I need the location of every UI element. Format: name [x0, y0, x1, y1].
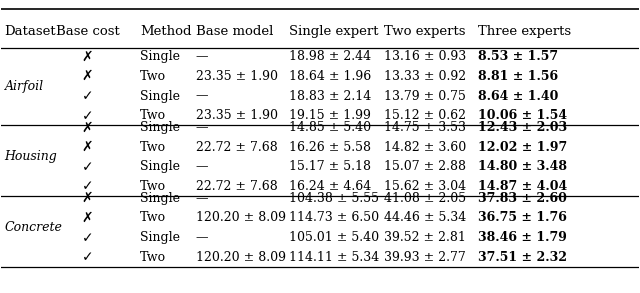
- Text: 15.62 ± 3.04: 15.62 ± 3.04: [384, 180, 466, 193]
- Text: Airfoil: Airfoil: [4, 80, 44, 93]
- Text: 14.85 ± 5.40: 14.85 ± 5.40: [289, 121, 372, 134]
- Text: Two experts: Two experts: [384, 25, 465, 38]
- Text: Method: Method: [140, 25, 192, 38]
- Text: 120.20 ± 8.09: 120.20 ± 8.09: [196, 251, 285, 264]
- Text: 16.26 ± 5.58: 16.26 ± 5.58: [289, 141, 371, 154]
- Text: Concrete: Concrete: [4, 221, 63, 234]
- Text: Single: Single: [140, 192, 180, 205]
- Text: ✗: ✗: [82, 120, 93, 134]
- Text: Single: Single: [140, 50, 180, 63]
- Text: ✓: ✓: [82, 251, 93, 265]
- Text: 37.83 ± 2.60: 37.83 ± 2.60: [478, 192, 567, 205]
- Text: 23.35 ± 1.90: 23.35 ± 1.90: [196, 109, 278, 122]
- Text: Dataset: Dataset: [4, 25, 56, 38]
- Text: 14.80 ± 3.48: 14.80 ± 3.48: [478, 160, 567, 173]
- Text: ✓: ✓: [82, 89, 93, 103]
- Text: ✗: ✗: [82, 50, 93, 64]
- Text: 16.24 ± 4.64: 16.24 ± 4.64: [289, 180, 372, 193]
- Text: ✗: ✗: [82, 211, 93, 225]
- Text: 13.16 ± 0.93: 13.16 ± 0.93: [384, 50, 466, 63]
- Text: 38.46 ± 1.79: 38.46 ± 1.79: [478, 231, 567, 244]
- Text: 44.46 ± 5.34: 44.46 ± 5.34: [384, 212, 466, 224]
- Text: 41.08 ± 2.05: 41.08 ± 2.05: [384, 192, 466, 205]
- Text: Single: Single: [140, 89, 180, 103]
- Text: ✗: ✗: [82, 191, 93, 205]
- Text: 12.02 ± 1.97: 12.02 ± 1.97: [478, 141, 567, 154]
- Text: Two: Two: [140, 141, 166, 154]
- Text: 15.17 ± 5.18: 15.17 ± 5.18: [289, 160, 371, 173]
- Text: —: —: [196, 121, 208, 134]
- Text: Two: Two: [140, 109, 166, 122]
- Text: 22.72 ± 7.68: 22.72 ± 7.68: [196, 180, 278, 193]
- Text: Single expert: Single expert: [289, 25, 379, 38]
- Text: ✓: ✓: [82, 180, 93, 194]
- Text: ✓: ✓: [82, 231, 93, 245]
- Text: 114.11 ± 5.34: 114.11 ± 5.34: [289, 251, 380, 264]
- Text: 12.43 ± 2.03: 12.43 ± 2.03: [478, 121, 567, 134]
- Text: Single: Single: [140, 231, 180, 244]
- Text: 14.75 ± 3.53: 14.75 ± 3.53: [384, 121, 466, 134]
- Text: 22.72 ± 7.68: 22.72 ± 7.68: [196, 141, 278, 154]
- Text: Two: Two: [140, 251, 166, 264]
- Text: ✗: ✗: [82, 140, 93, 154]
- Text: Base model: Base model: [196, 25, 273, 38]
- Text: —: —: [196, 192, 208, 205]
- Text: ✓: ✓: [82, 160, 93, 174]
- Text: 36.75 ± 1.76: 36.75 ± 1.76: [478, 212, 567, 224]
- Text: 10.06 ± 1.54: 10.06 ± 1.54: [478, 109, 567, 122]
- Text: 37.51 ± 2.32: 37.51 ± 2.32: [478, 251, 567, 264]
- Text: —: —: [196, 89, 208, 103]
- Text: 15.12 ± 0.62: 15.12 ± 0.62: [384, 109, 466, 122]
- Text: —: —: [196, 231, 208, 244]
- Text: Base cost: Base cost: [56, 25, 119, 38]
- Text: 19.15 ± 1.99: 19.15 ± 1.99: [289, 109, 371, 122]
- Text: —: —: [196, 50, 208, 63]
- Text: 8.53 ± 1.57: 8.53 ± 1.57: [478, 50, 558, 63]
- Text: Two: Two: [140, 180, 166, 193]
- Text: 23.35 ± 1.90: 23.35 ± 1.90: [196, 70, 278, 83]
- Text: 8.64 ± 1.40: 8.64 ± 1.40: [478, 89, 559, 103]
- Text: 13.33 ± 0.92: 13.33 ± 0.92: [384, 70, 466, 83]
- Text: —: —: [196, 160, 208, 173]
- Text: 15.07 ± 2.88: 15.07 ± 2.88: [384, 160, 466, 173]
- Text: 18.83 ± 2.14: 18.83 ± 2.14: [289, 89, 372, 103]
- Text: 105.01 ± 5.40: 105.01 ± 5.40: [289, 231, 380, 244]
- Text: Single: Single: [140, 121, 180, 134]
- Text: 114.73 ± 6.50: 114.73 ± 6.50: [289, 212, 380, 224]
- Text: Three experts: Three experts: [478, 25, 571, 38]
- Text: 104.38 ± 5.55: 104.38 ± 5.55: [289, 192, 380, 205]
- Text: 39.93 ± 2.77: 39.93 ± 2.77: [384, 251, 465, 264]
- Text: Two: Two: [140, 70, 166, 83]
- Text: 18.64 ± 1.96: 18.64 ± 1.96: [289, 70, 372, 83]
- Text: 8.81 ± 1.56: 8.81 ± 1.56: [478, 70, 558, 83]
- Text: ✗: ✗: [82, 69, 93, 83]
- Text: 39.52 ± 2.81: 39.52 ± 2.81: [384, 231, 465, 244]
- Text: ✓: ✓: [82, 109, 93, 123]
- Text: Two: Two: [140, 212, 166, 224]
- Text: 18.98 ± 2.44: 18.98 ± 2.44: [289, 50, 372, 63]
- Text: Single: Single: [140, 160, 180, 173]
- Text: 14.82 ± 3.60: 14.82 ± 3.60: [384, 141, 466, 154]
- Text: 120.20 ± 8.09: 120.20 ± 8.09: [196, 212, 285, 224]
- Text: Housing: Housing: [4, 151, 58, 163]
- Text: 14.87 ± 4.04: 14.87 ± 4.04: [478, 180, 567, 193]
- Text: 13.79 ± 0.75: 13.79 ± 0.75: [384, 89, 465, 103]
